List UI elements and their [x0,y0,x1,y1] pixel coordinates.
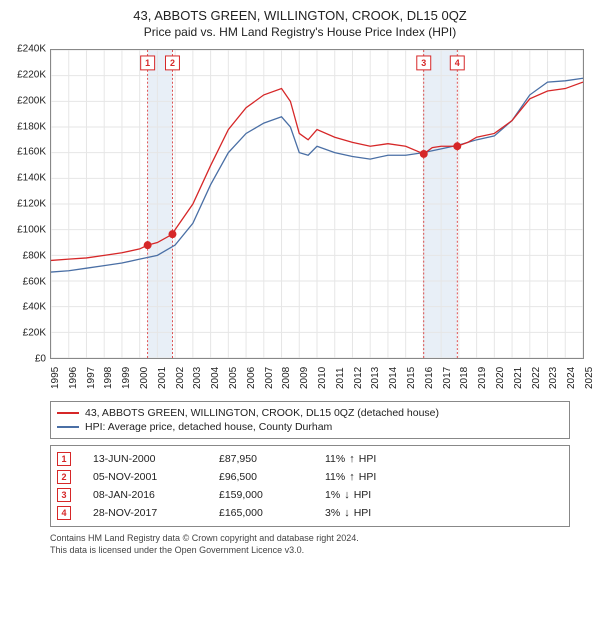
svg-text:2: 2 [170,58,175,68]
y-axis-label: £240K [10,44,46,55]
event-table: 1 13-JUN-2000 £87,950 11%↑HPI 2 05-NOV-2001 £9… [50,445,570,527]
event-marker-icon: 3 [57,488,71,502]
event-marker-icon: 4 [57,506,71,520]
chart-svg: 1 2 3 4 [51,50,583,358]
x-axis-label: 2008 [281,367,292,389]
y-axis-label: £40K [10,302,46,313]
svg-text:4: 4 [455,58,460,68]
x-axis-label: 1996 [68,367,79,389]
event-row: 1 13-JUN-2000 £87,950 11%↑HPI [57,450,563,468]
event-row: 3 08-JAN-2016 £159,000 1%↓HPI [57,486,563,504]
arrow-down-icon: ↓ [344,490,350,501]
y-axis-label: £20K [10,328,46,339]
event-marker-icon: 2 [57,470,71,484]
x-axis-label: 2016 [424,367,435,389]
x-axis-label: 2014 [388,367,399,389]
x-axis-label: 2025 [584,367,595,389]
event-date: 08-JAN-2016 [93,489,213,501]
event-row: 4 28-NOV-2017 £165,000 3%↓HPI [57,504,563,522]
x-axis-label: 2009 [299,367,310,389]
event-pct: 11%↑HPI [325,471,435,483]
x-axis-label: 2006 [246,367,257,389]
footer-line: Contains HM Land Registry data © Crown c… [50,533,570,545]
event-price: £87,950 [219,453,319,465]
x-axis-label: 2019 [477,367,488,389]
chart-container: 43, ABBOTS GREEN, WILLINGTON, CROOK, DL1… [0,0,600,560]
event-pct: 11%↑HPI [325,453,435,465]
x-axis-label: 2018 [459,367,470,389]
x-axis-label: 2010 [317,367,328,389]
event-date: 13-JUN-2000 [93,453,213,465]
event-price: £159,000 [219,489,319,501]
event-price: £165,000 [219,507,319,519]
y-axis-label: £60K [10,276,46,287]
legend-row: HPI: Average price, detached house, Coun… [57,420,563,434]
x-axis-label: 2004 [210,367,221,389]
x-axis-label: 1998 [103,367,114,389]
event-price: £96,500 [219,471,319,483]
y-axis-label: £220K [10,69,46,80]
x-axis-label: 2011 [335,367,346,389]
legend-row: 43, ABBOTS GREEN, WILLINGTON, CROOK, DL1… [57,406,563,420]
event-pct: 1%↓HPI [325,489,435,501]
arrow-up-icon: ↑ [349,472,355,483]
x-axis-label: 2020 [495,367,506,389]
y-axis-label: £120K [10,199,46,210]
x-axis-label: 2023 [548,367,559,389]
x-axis-label: 2015 [406,367,417,389]
x-axis-label: 2007 [264,367,275,389]
y-axis-label: £0 [10,354,46,365]
legend-swatch-1 [57,412,79,414]
legend-label: HPI: Average price, detached house, Coun… [85,421,332,433]
x-axis-label: 2000 [139,367,150,389]
y-axis-label: £160K [10,147,46,158]
event-marker-icon: 1 [57,452,71,466]
event-date: 28-NOV-2017 [93,507,213,519]
y-axis-label: £180K [10,121,46,132]
arrow-down-icon: ↓ [344,508,350,519]
arrow-up-icon: ↑ [349,454,355,465]
x-axis-label: 2021 [513,367,524,389]
y-axis-label: £140K [10,173,46,184]
x-axis-label: 2012 [353,367,364,389]
event-date: 05-NOV-2001 [93,471,213,483]
chart-subtitle: Price paid vs. HM Land Registry's House … [10,25,590,39]
x-axis-label: 1997 [86,367,97,389]
legend-swatch-2 [57,426,79,428]
x-axis-label: 2002 [175,367,186,389]
event-pct: 3%↓HPI [325,507,435,519]
plot-region: 1 2 3 4 [50,49,584,359]
chart-area: 1 2 3 4 £0 £20K £40K £60K £80K £100K £120K £140K £1… [10,45,590,395]
x-axis-label: 2003 [192,367,203,389]
svg-text:3: 3 [421,58,426,68]
y-axis-label: £200K [10,95,46,106]
legend-label: 43, ABBOTS GREEN, WILLINGTON, CROOK, DL1… [85,407,439,419]
x-axis-label: 1999 [121,367,132,389]
x-axis-label: 1995 [50,367,61,389]
x-axis-label: 2017 [442,367,453,389]
svg-text:1: 1 [145,58,150,68]
x-axis-label: 2024 [566,367,577,389]
chart-title: 43, ABBOTS GREEN, WILLINGTON, CROOK, DL1… [10,8,590,23]
footer-text: Contains HM Land Registry data © Crown c… [50,533,570,556]
x-axis-label: 2013 [370,367,381,389]
event-row: 2 05-NOV-2001 £96,500 11%↑HPI [57,468,563,486]
y-axis-label: £80K [10,250,46,261]
y-axis-label: £100K [10,224,46,235]
x-axis-label: 2022 [531,367,542,389]
footer-line: This data is licensed under the Open Gov… [50,545,570,557]
legend: 43, ABBOTS GREEN, WILLINGTON, CROOK, DL1… [50,401,570,439]
x-axis-label: 2001 [157,367,168,389]
x-axis-label: 2005 [228,367,239,389]
